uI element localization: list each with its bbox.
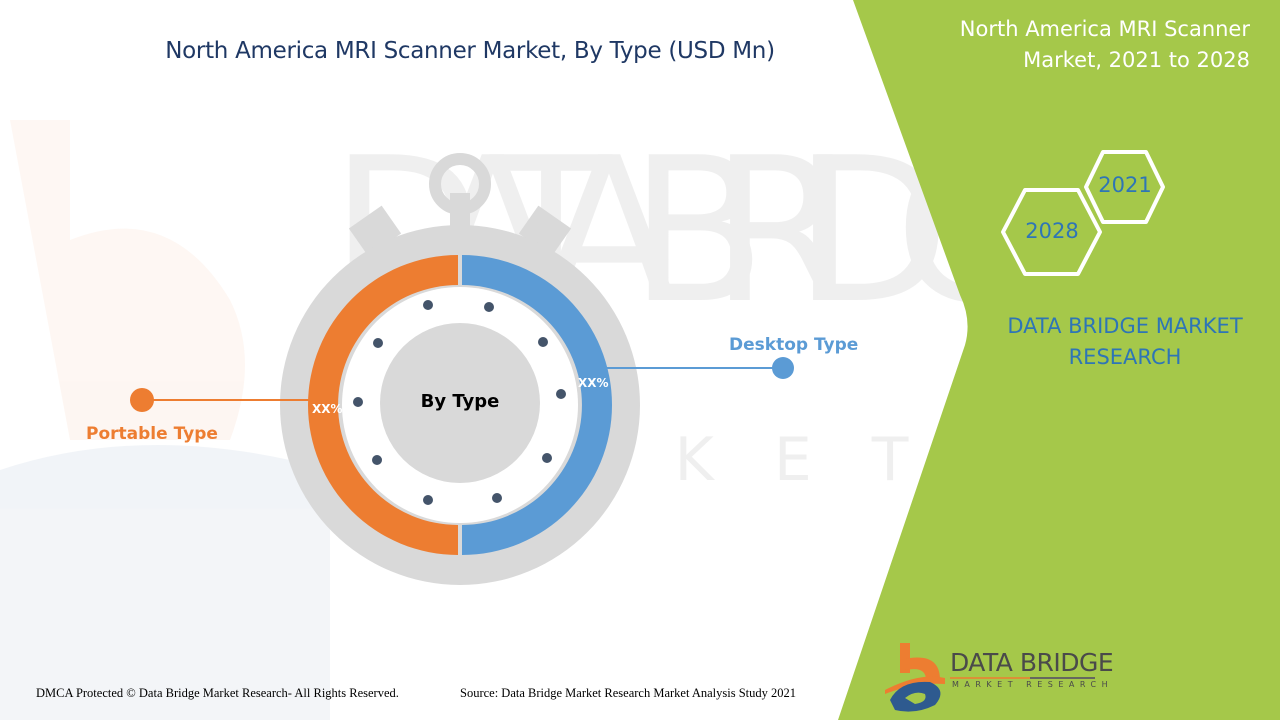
panel-title-line2: Market, 2021 to 2028 — [1023, 48, 1250, 72]
copyright-text: DMCA Protected © Data Bridge Market Rese… — [36, 686, 399, 700]
desktop-percent: XX% — [578, 376, 609, 390]
portable-percent: XX% — [312, 402, 343, 416]
hex-year-2021: 2021 — [1098, 173, 1152, 197]
brand-line1: DATA BRIDGE MARKET — [1007, 314, 1243, 338]
green-panel — [838, 0, 1280, 720]
brand-line2: RESEARCH — [1068, 345, 1182, 369]
portable-callout-dot — [130, 388, 154, 412]
dial-dots — [353, 300, 566, 505]
source-text: Source: Data Bridge Market Research Mark… — [460, 686, 797, 700]
logo-subtext: MARKET RESEARCH — [952, 680, 1114, 689]
desktop-type-label: Desktop Type — [729, 335, 859, 355]
portable-type-label: Portable Type — [86, 424, 218, 444]
brand-text: DATA BRIDGE MARKET RESEARCH — [985, 311, 1265, 373]
chart-title: North America MRI Scanner Market, By Typ… — [165, 38, 775, 64]
logo-icon — [885, 643, 1095, 712]
panel-title: North America MRI Scanner Market, 2021 t… — [890, 14, 1250, 76]
logo-text: DATA BRIDGE — [950, 648, 1114, 677]
hexagon-2021 — [1084, 150, 1165, 224]
segment-desktop — [462, 255, 612, 555]
segment-portable — [308, 255, 458, 555]
center-label: By Type — [420, 391, 500, 412]
hex-year-2028: 2028 — [1025, 219, 1079, 243]
desktop-callout-dot — [772, 357, 794, 379]
panel-title-line1: North America MRI Scanner — [959, 17, 1250, 41]
hexagon-2028 — [1001, 188, 1102, 276]
